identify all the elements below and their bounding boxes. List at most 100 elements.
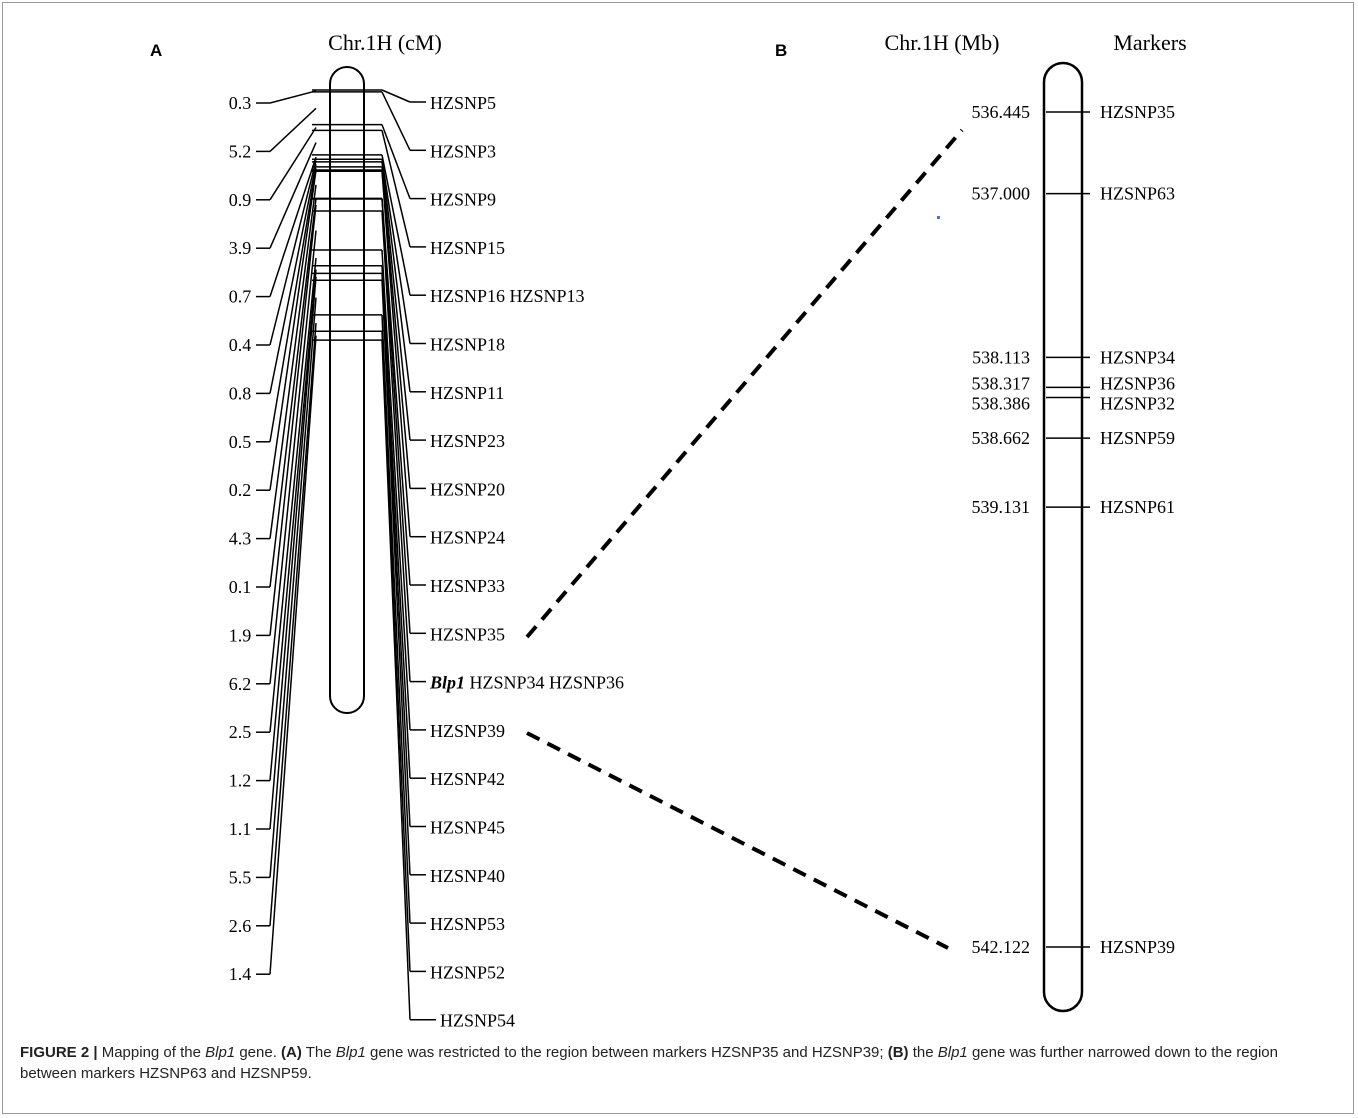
marker-connector [381,198,411,634]
physical-position-label: 538.113 [972,347,1030,367]
distance-label: 1.4 [229,964,252,984]
marker-label: HZSNP18 [430,335,505,355]
marker-label: HZSNP54 [440,1011,515,1031]
marker-connector [381,171,411,537]
distance-label: 2.6 [229,916,252,936]
distance-connector [269,335,317,975]
marker-label: HZSNP33 [430,576,505,596]
panel-b: B Chr.1H (Mb) Markers 536.445 HZSNP35 537.… [775,30,1187,1013]
distance-connector [269,90,317,104]
physical-position-label: 538.317 [972,373,1031,393]
figure-caption: FIGURE 2 | Mapping of the Blp1 gene. (A)… [20,1042,1330,1084]
distance-label: 5.5 [229,867,252,887]
marker-connector [381,210,411,682]
distance-label: 0.4 [229,335,252,355]
physical-position-label: 536.445 [972,102,1031,122]
marker-label: HZSNP9 [430,190,496,210]
marker-connector [381,130,411,248]
marker-label: HZSNP5 [430,93,496,113]
physical-marker-label: HZSNP63 [1100,184,1175,204]
panel-a: A Chr.1H (cM) 0.35.20.93.90.70.40.80.50.… [150,30,624,1031]
distance-connector [269,160,317,346]
distance-label: 5.2 [229,141,252,161]
physical-marker-label: HZSNP39 [1100,937,1175,957]
marker-label: HZSNP16 HZSNP13 [430,286,585,306]
marker-label: HZSNP35 [430,624,505,644]
panel-a-title: Chr.1H (cM) [328,30,442,55]
marker-label: HZSNP3 [430,141,496,161]
caption-text-6: gene was further narrowed down to the re… [20,1044,1278,1082]
physical-marker-label: HZSNP36 [1100,373,1175,393]
distance-label: 1.1 [229,819,252,839]
marker-label: HZSNP23 [430,431,505,451]
distance-connector [269,257,317,733]
caption-text-2: gene. [235,1044,282,1061]
marker-connector [381,154,411,296]
distance-connector [269,170,317,491]
marker-label: HZSNP15 [430,238,505,258]
panel-b-label: B [775,41,787,60]
distance-connector [269,323,317,926]
marker-connector [381,340,411,1020]
distance-connector [269,198,317,588]
caption-text-1: Mapping of the [97,1044,206,1061]
zoom-dashed-line-top [525,128,964,639]
caption-text-5: the [908,1044,938,1061]
distance-connector [269,164,317,394]
marker-connector [381,161,411,392]
distance-label: 0.3 [229,93,252,113]
marker-label: HZSNP52 [430,962,505,982]
caption-gene-3: Blp1 [937,1044,968,1061]
distance-connector [269,230,317,684]
marker-label: HZSNP39 [430,721,505,741]
distance-connector [269,276,317,830]
panel-a-connector-lines [256,89,436,1021]
physical-marker-label: HZSNP59 [1100,428,1175,448]
panel-a-label: A [150,41,162,60]
marker-label: HZSNP11 [430,383,504,403]
caption-gene-2: Blp1 [335,1044,366,1061]
caption-b-label: (B) [887,1044,909,1061]
marker-label: HZSNP45 [430,818,505,838]
caption-text-3: The [301,1044,336,1061]
distance-label: 1.2 [229,771,252,791]
distance-connector [269,156,317,297]
marker-label: Blp1 HZSNP34 HZSNP36 [429,673,624,693]
chromosome-1h-genetic [329,66,365,714]
physical-position-label: 537.000 [972,184,1031,204]
distance-label: 2.5 [229,722,252,742]
distance-label: 0.5 [229,432,252,452]
stray-dot [937,216,940,219]
marker-label: HZSNP20 [430,479,505,499]
marker-connector [381,89,411,103]
physical-position-label: 538.662 [972,428,1031,448]
distance-connector [269,142,317,249]
chromosome-1h-physical [1042,61,1084,1013]
panel-b-rows: 536.445 HZSNP35 537.000 HZSNP63 538.113 HZSNP… [972,102,1176,957]
distance-connector [269,204,317,636]
marker-connector [381,166,411,441]
physical-position-label: 542.122 [972,937,1031,957]
panel-a-distance-labels: 0.3 5.2 0.9 3.9 0.7 0.4 0.8 0.5 0.2 4.3 0.1 1.9 6.2 2… [229,93,252,984]
distance-connector [269,127,317,201]
caption-gene-1: Blp1 [205,1044,236,1061]
gene-label: Blp1 [429,673,465,693]
distance-label: 1.9 [229,625,252,645]
distance-label: 4.3 [229,529,252,549]
marker-connector [381,91,411,151]
distance-connector [269,107,317,152]
marker-connector [381,124,411,199]
panel-a-marker-labels: HZSNP5 HZSNP3 HZSNP9 HZSNP15 HZSNP16 HZSNP13… [429,93,624,1031]
caption-text-4: gene was restricted to the region betwee… [365,1044,888,1061]
physical-position-label: 538.386 [972,393,1031,413]
caption-a-label: (A) [281,1044,302,1061]
distance-label: 0.7 [229,287,252,307]
panel-b-title: Chr.1H (Mb) [885,30,1000,55]
physical-marker-label: HZSNP34 [1100,347,1175,367]
distance-label: 0.9 [229,190,252,210]
zoom-dashed-line-bottom [526,731,949,950]
distance-connector [269,269,317,781]
panel-b-markers-title: Markers [1113,30,1186,55]
marker-label: HZSNP53 [430,914,505,934]
